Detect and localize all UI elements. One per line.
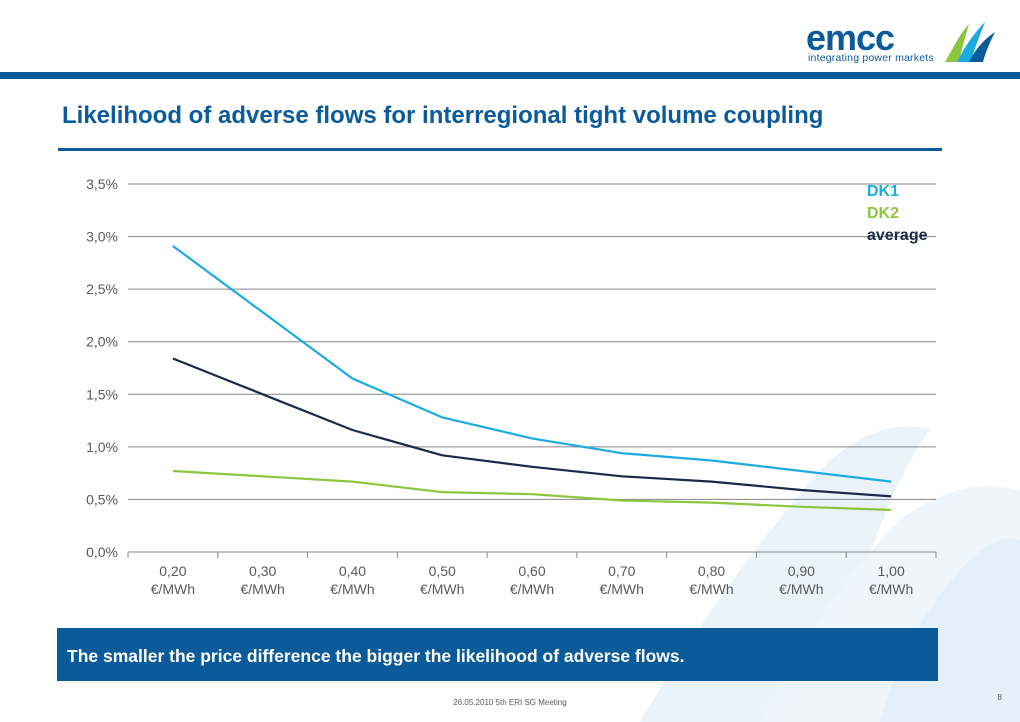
x-axis-ticks: 0,20 €/MWh 0,30 €/MWh 0,40 €/MWh 0,50 €/MWh 0,60… [151, 563, 914, 597]
emcc-logo: emcc integrating power markets [806, 18, 996, 68]
y-tick-label: 3,0% [86, 229, 118, 245]
x-tick-label: 1,00 €/MWh [869, 563, 913, 597]
page-title: Likelihood of adverse flows for interreg… [62, 102, 824, 129]
x-tick-label: 0,80 €/MWh [689, 563, 733, 597]
series-line-dk2 [172, 469, 892, 511]
legend-item-dk2: DK2 [867, 205, 899, 222]
conclusion-text: The smaller the price difference the big… [67, 646, 685, 666]
y-tick-label: 0,5% [86, 491, 118, 507]
legend-item-dk1: DK1 [867, 183, 899, 200]
y-tick-label: 2,5% [86, 281, 118, 297]
series-lines [172, 245, 892, 511]
series-line-average [172, 357, 892, 498]
logo-mark-icon [945, 22, 995, 62]
y-tick-label: 0,0% [86, 544, 118, 560]
series-line-dk1 [172, 245, 892, 483]
y-tick-label: 1,5% [86, 386, 118, 402]
title-divider [58, 148, 942, 151]
y-tick-label: 2,0% [86, 334, 118, 350]
x-tick-label: 0,60 €/MWh [510, 563, 554, 597]
footer-text: 26.05.2010 5th ERI SG Meeting [453, 698, 567, 707]
gridlines [127, 183, 937, 558]
y-tick-label: 3,5% [86, 176, 118, 192]
x-tick-label: 0,70 €/MWh [600, 563, 644, 597]
header-bar [0, 72, 1020, 79]
page-number: 8 [997, 693, 1002, 702]
legend: DK1 DK2 average [867, 183, 928, 244]
logo-tagline: integrating power markets [808, 52, 934, 64]
x-tick-label: 0,40 €/MWh [330, 563, 374, 597]
logo-wordmark: emcc [806, 17, 895, 58]
y-axis-ticks: 0,0% 0,5% 1,0% 1,5% 2,0% 2,5% 3,0% 3,5% [86, 176, 118, 560]
y-tick-label: 1,0% [86, 439, 118, 455]
conclusion-banner: The smaller the price difference the big… [57, 628, 938, 681]
legend-item-average: average [867, 227, 928, 244]
adverse-flows-line-chart: 0,0% 0,5% 1,0% 1,5% 2,0% 2,5% 3,0% 3,5% 0,20 €/M… [86, 176, 937, 597]
x-tick-label: 0,30 €/MWh [240, 563, 284, 597]
x-tick-label: 0,90 €/MWh [779, 563, 823, 597]
x-tick-label: 0,50 €/MWh [420, 563, 464, 597]
x-tick-label: 0,20 €/MWh [151, 563, 195, 597]
